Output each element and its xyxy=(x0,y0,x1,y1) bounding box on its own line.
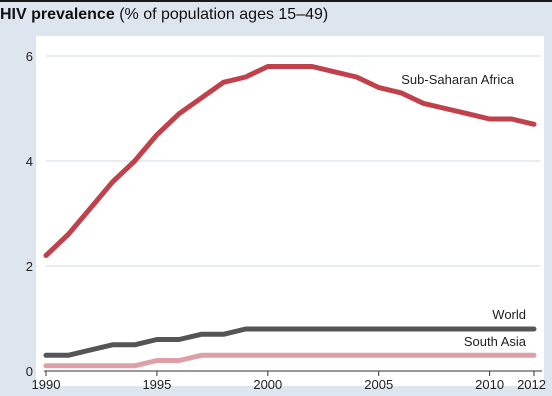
series-label-south-asia: South Asia xyxy=(464,334,527,349)
series-label-sub-saharan-africa: Sub-Saharan Africa xyxy=(401,72,515,87)
chart-title: HIV prevalence (% of population ages 15–… xyxy=(0,6,328,24)
y-tick-label-2: 2 xyxy=(26,259,33,274)
x-tick-label-1995: 1995 xyxy=(142,377,171,392)
x-tick-label-1990: 1990 xyxy=(32,377,61,392)
y-tick-label-6: 6 xyxy=(26,49,33,64)
chart-title-subtitle: (% of population ages 15–49) xyxy=(119,6,329,23)
series-line-sub-saharan-africa xyxy=(43,64,537,258)
chart-title-bold: HIV prevalence xyxy=(0,6,115,23)
x-tick-label-2000: 2000 xyxy=(253,377,282,392)
y-tick-label-4: 4 xyxy=(26,154,33,169)
series-line-world xyxy=(43,326,537,358)
series-label-world: World xyxy=(492,307,526,322)
series-line-south-asia xyxy=(43,352,537,369)
y-tick-label-0: 0 xyxy=(26,364,33,379)
x-tick-label-2012: 2012 xyxy=(517,377,546,392)
x-tick-label-2010: 2010 xyxy=(475,377,504,392)
x-tick-label-2005: 2005 xyxy=(364,377,393,392)
